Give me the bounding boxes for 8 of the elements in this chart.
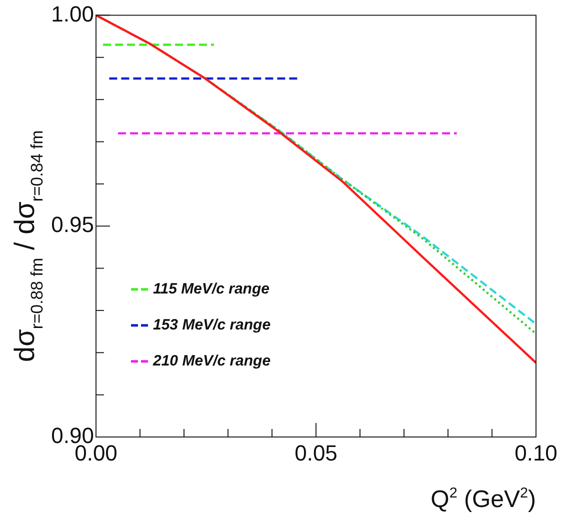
legend-label: 153 MeV/c range (153, 316, 271, 334)
legend-label: 115 MeV/c range (153, 280, 270, 298)
y-tick-label: 1.00 (51, 1, 94, 26)
y-tick-label: 0.95 (51, 212, 94, 238)
y-axis-title: dσr=0.88 fm / dσr=0.84 fm (9, 130, 46, 362)
x-tick-label: 0.05 (294, 440, 338, 466)
x-tick-label: 0.10 (514, 440, 558, 466)
legend-label: 210 MeV/c range (152, 352, 271, 370)
